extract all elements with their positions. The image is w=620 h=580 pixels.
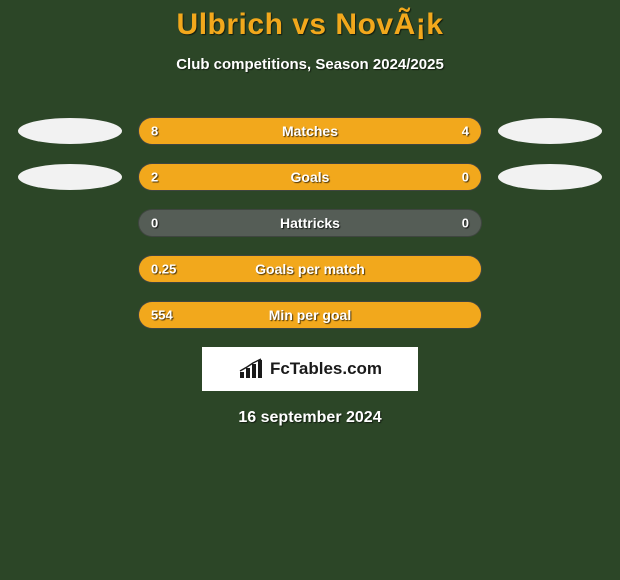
stat-label: Goals: [139, 169, 481, 185]
stat-bar: 84Matches: [138, 117, 482, 145]
stat-row: 0.25Goals per match: [0, 255, 620, 283]
stat-bar: 554Min per goal: [138, 301, 482, 329]
stat-row: 00Hattricks: [0, 209, 620, 237]
season-subtitle: Club competitions, Season 2024/2025: [0, 56, 620, 73]
site-logo[interactable]: FcTables.com: [202, 347, 418, 391]
avatar: [498, 118, 602, 144]
avatar: [498, 164, 602, 190]
avatar: [18, 164, 122, 190]
snapshot-date: 16 september 2024: [0, 409, 620, 427]
stat-label: Goals per match: [139, 261, 481, 277]
stats-area: 84Matches 20Goals 00Hattricks 0.25Goals per…: [0, 117, 620, 329]
barchart-icon: [238, 358, 266, 380]
comparison-card: Ulbrich vs NovÃ¡k Club competitions, Sea…: [0, 0, 620, 580]
page-title: Ulbrich vs NovÃ¡k: [0, 0, 620, 42]
stat-row: 554Min per goal: [0, 301, 620, 329]
stat-bar: 0.25Goals per match: [138, 255, 482, 283]
stat-bar: 20Goals: [138, 163, 482, 191]
avatar: [18, 118, 122, 144]
stat-bar: 00Hattricks: [138, 209, 482, 237]
stat-label: Hattricks: [139, 215, 481, 231]
stat-row: 20Goals: [0, 163, 620, 191]
stat-label: Matches: [139, 123, 481, 139]
stat-label: Min per goal: [139, 307, 481, 323]
stat-row: 84Matches: [0, 117, 620, 145]
logo-text: FcTables.com: [270, 359, 382, 379]
